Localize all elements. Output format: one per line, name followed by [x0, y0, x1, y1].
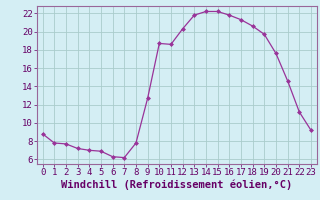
X-axis label: Windchill (Refroidissement éolien,°C): Windchill (Refroidissement éolien,°C) — [61, 180, 292, 190]
